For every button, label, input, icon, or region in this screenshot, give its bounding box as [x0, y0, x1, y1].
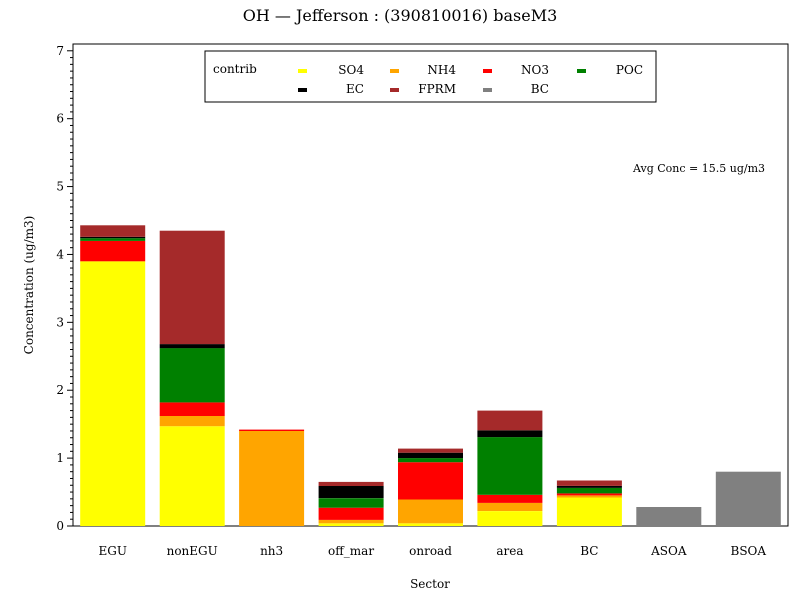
- bar-ASOA-bc: [636, 507, 702, 526]
- bar-off_mar-so4: [318, 523, 384, 526]
- bar-area-ec: [477, 430, 543, 438]
- bar-BC-nh4: [556, 495, 622, 498]
- bar-EGU-no3: [80, 240, 146, 262]
- legend-box: [204, 50, 657, 103]
- x-tick-label-BSOA: BSOA: [731, 544, 767, 558]
- x-axis: EGU nonEGU nh3 off_mar onroad area BC ASOA BSOA: [98, 544, 766, 558]
- bar-area-nh4: [477, 502, 543, 511]
- bar-EGU-fprm: [80, 225, 146, 237]
- bar-area-so4: [477, 511, 543, 526]
- legend-label-ec: EC: [346, 82, 364, 96]
- bar-BC-fprm: [556, 480, 622, 486]
- y-tick-label: 6: [56, 112, 64, 126]
- bar-nonEGU-poc: [159, 348, 225, 403]
- y-tick-label: 3: [56, 315, 64, 329]
- legend-title: contrib: [213, 62, 257, 76]
- x-tick-label-EGU: EGU: [98, 544, 126, 558]
- x-tick-label-nonEGU: nonEGU: [167, 544, 218, 558]
- bar-off_mar-fprm: [318, 481, 384, 486]
- legend-label-no3: NO3: [521, 63, 549, 77]
- legend-swatch-bc: [483, 88, 492, 92]
- bar-onroad-ec: [398, 452, 463, 459]
- bar-nh3-no3: [239, 429, 305, 431]
- bar-off_mar-ec: [318, 485, 384, 499]
- legend-swatch-poc: [577, 69, 586, 73]
- bar-area-no3: [477, 494, 543, 503]
- y-tick-label: 0: [56, 519, 64, 533]
- y-tick-label: 4: [56, 247, 64, 261]
- bar-off_mar-nh4: [318, 519, 384, 524]
- bar-onroad-poc: [398, 458, 463, 463]
- bar-area-fprm: [477, 410, 543, 431]
- legend-swatch-nh4: [390, 69, 399, 73]
- legend-label-bc: BC: [531, 82, 549, 96]
- bar-EGU-ec: [80, 236, 146, 239]
- legend-swatch-fprm: [390, 88, 399, 92]
- legend-label-so4: SO4: [338, 63, 364, 77]
- x-tick-label-BC: BC: [580, 544, 598, 558]
- y-axis-label: Concentration (ug/m3): [22, 216, 36, 355]
- bar-EGU-poc: [80, 238, 146, 241]
- y-axis: 0 1 2 3 4 5 6 7: [56, 44, 73, 533]
- bar-area-poc: [477, 437, 543, 495]
- legend-label-fprm: FPRM: [418, 82, 456, 96]
- y-tick-label: 5: [56, 180, 64, 194]
- bar-BSOA-bc: [715, 471, 781, 526]
- bar-nonEGU-ec: [159, 344, 225, 349]
- x-axis-label: Sector: [410, 577, 450, 591]
- bar-onroad-fprm: [398, 448, 463, 453]
- legend: contrib SO4 NH4 NO3 POC EC FPRM BC: [204, 50, 657, 103]
- bar-BC-no3: [556, 493, 622, 496]
- x-tick-label-off_mar: off_mar: [328, 544, 374, 558]
- x-tick-label-area: area: [496, 544, 523, 558]
- x-tick-label-ASOA: ASOA: [650, 544, 687, 558]
- bar-nonEGU-fprm: [159, 230, 225, 345]
- avg-conc-annotation: Avg Conc = 15.5 ug/m3: [632, 162, 765, 175]
- legend-swatch-ec: [298, 88, 307, 92]
- chart-title: OH — Jefferson : (390810016) baseM3: [243, 6, 558, 25]
- x-tick-label-onroad: onroad: [409, 544, 452, 558]
- bar-nonEGU-nh4: [159, 416, 225, 427]
- y-tick-label: 1: [56, 451, 64, 465]
- bar-onroad-so4: [398, 523, 463, 526]
- legend-swatch-no3: [483, 69, 492, 73]
- bar-BC-so4: [556, 497, 622, 526]
- bar-EGU-so4: [80, 261, 146, 526]
- legend-label-poc: POC: [616, 63, 643, 77]
- bar-off_mar-poc: [318, 498, 384, 508]
- bar-BC-ec: [556, 485, 622, 488]
- bars-group: [80, 225, 781, 526]
- legend-label-nh4: NH4: [427, 63, 456, 77]
- x-tick-label-nh3: nh3: [260, 544, 283, 558]
- bar-onroad-no3: [398, 462, 463, 500]
- y-tick-label: 7: [56, 44, 64, 58]
- bar-nh3-nh4: [239, 431, 305, 526]
- bar-nonEGU-so4: [159, 426, 225, 526]
- bar-onroad-nh4: [398, 499, 463, 524]
- y-tick-label: 2: [56, 383, 64, 397]
- bar-BC-poc: [556, 488, 622, 494]
- bar-off_mar-no3: [318, 507, 384, 520]
- legend-swatch-so4: [298, 69, 307, 73]
- bar-nonEGU-no3: [159, 402, 225, 416]
